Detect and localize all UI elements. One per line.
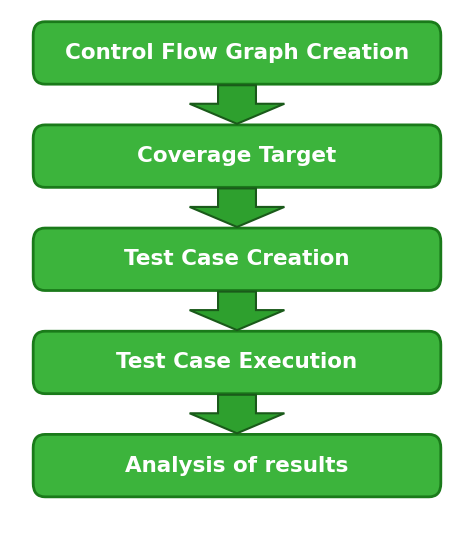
Polygon shape [190, 85, 284, 124]
FancyBboxPatch shape [33, 331, 441, 394]
FancyBboxPatch shape [33, 22, 441, 84]
FancyBboxPatch shape [33, 228, 441, 291]
Text: Test Case Creation: Test Case Creation [124, 249, 350, 269]
FancyBboxPatch shape [33, 125, 441, 187]
Polygon shape [190, 395, 284, 433]
Text: Coverage Target: Coverage Target [137, 146, 337, 166]
Text: Control Flow Graph Creation: Control Flow Graph Creation [65, 43, 409, 63]
Text: Analysis of results: Analysis of results [125, 456, 349, 476]
Polygon shape [190, 188, 284, 227]
Text: Test Case Execution: Test Case Execution [117, 352, 357, 372]
FancyBboxPatch shape [33, 434, 441, 497]
Polygon shape [190, 292, 284, 330]
